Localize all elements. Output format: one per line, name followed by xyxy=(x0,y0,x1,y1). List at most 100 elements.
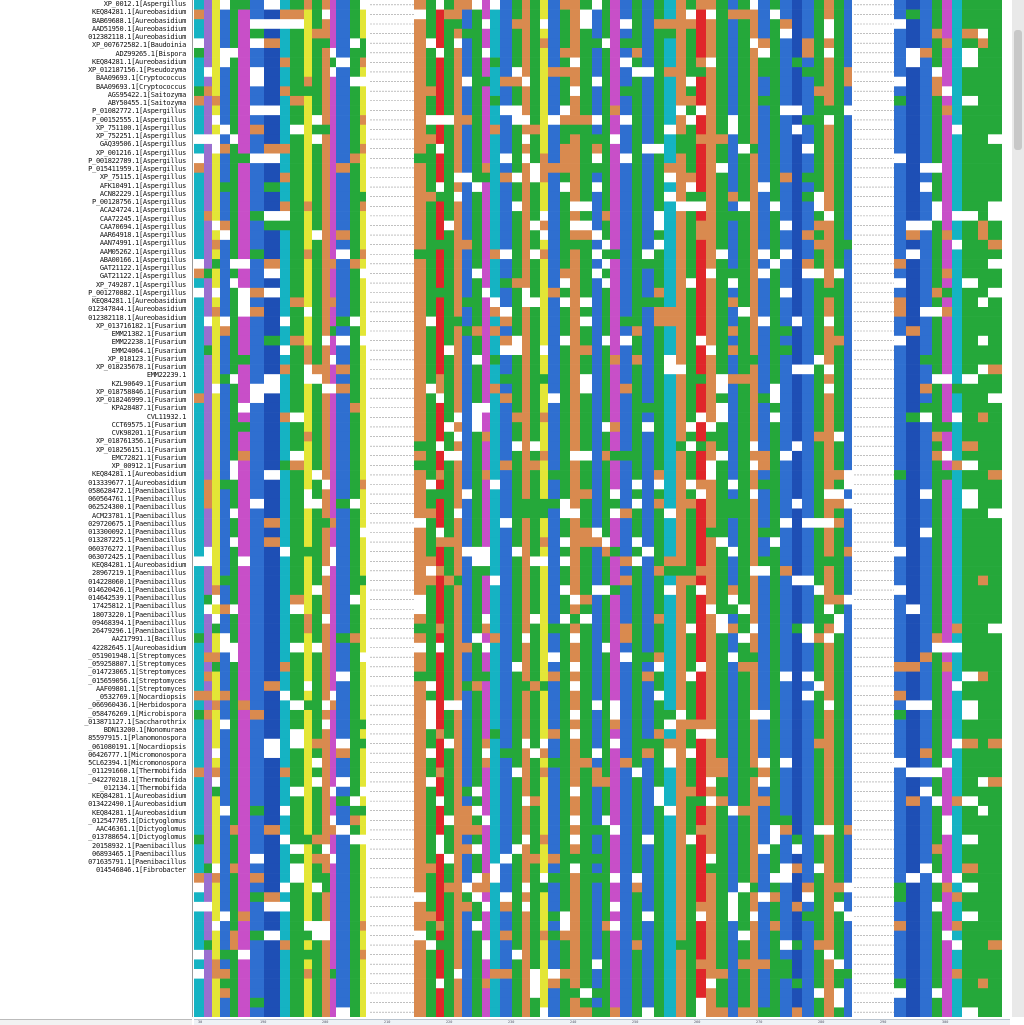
sequence-name[interactable]: GAT21122.1[Aspergillus xyxy=(0,272,190,280)
sequence-name[interactable]: _051901948.1[Streptomyces xyxy=(0,652,190,660)
sequence-name[interactable]: 012382118.1[Aureobasidium xyxy=(0,314,190,322)
sequence-name[interactable]: BAB69688.1[Aureobasidium xyxy=(0,17,190,25)
sequence-name[interactable]: 5CL62394.1[Micromonospora xyxy=(0,759,190,767)
sequence-name[interactable]: 06426777.1[Micromonospora xyxy=(0,751,190,759)
sequence-name[interactable]: ACM23781.1[Paenibacillus xyxy=(0,512,190,520)
sequence-name[interactable]: AAC46361.1[Dictyoglomus xyxy=(0,825,190,833)
sequence-name[interactable]: CAA72245.1[Aspergillus xyxy=(0,215,190,223)
sequence-name[interactable]: _013788654.1[Dictyoglomus xyxy=(0,833,190,841)
sequence-name[interactable]: XP_001216.1[Aspergillus xyxy=(0,149,190,157)
sequence-name[interactable]: EMM22239.1 xyxy=(0,371,190,379)
sequence-name[interactable]: XP_752251.1[Aspergillus xyxy=(0,132,190,140)
sequence-name[interactable]: CVK98201.1[Fusarium xyxy=(0,429,190,437)
sequence-name[interactable]: EMC72821.1[Fusarium xyxy=(0,454,190,462)
sequence-name[interactable]: KEQ84281.1[Aureobasidium xyxy=(0,561,190,569)
sequence-name[interactable]: 013300092.1[Paenibacillus xyxy=(0,528,190,536)
sequence-name[interactable]: AAD51950.1[Aureobasidium xyxy=(0,25,190,33)
sequence-name[interactable]: _0532769.1[Nocardiopsis xyxy=(0,693,190,701)
sequence-name[interactable]: ABA00166.1[Aspergillus xyxy=(0,256,190,264)
sequence-name[interactable]: GAQ39506.1[Aspergillus xyxy=(0,140,190,148)
sequence-name[interactable]: 013339677.1[Aureobasidium xyxy=(0,479,190,487)
sequence-name[interactable]: KEQ84281.1[Aureobasidium xyxy=(0,792,190,800)
sequence-name[interactable]: P_001270882.1[Aspergillus xyxy=(0,289,190,297)
sequence-name[interactable]: AAM05262.1[Aspergillus xyxy=(0,248,190,256)
sequence-name[interactable]: 012347844.1[Aureobasidium xyxy=(0,305,190,313)
sequence-name[interactable]: AAN74991.1[Aspergillus xyxy=(0,239,190,247)
sequence-name[interactable]: BAA09693.1[Cryptococcus xyxy=(0,74,190,82)
sequence-name[interactable]: _042270218.1[Thermobifida xyxy=(0,776,190,784)
sequence-name[interactable]: 014228060.1[Paenibacillus xyxy=(0,578,190,586)
sequence-name[interactable]: BAA09693.1[Cryptococcus xyxy=(0,83,190,91)
sequence-name[interactable]: XP_018246999.1[Fusarium xyxy=(0,396,190,404)
sequence-name[interactable]: XP_00912.1[Fusarium xyxy=(0,462,190,470)
sequence-name[interactable]: EMM21382.1[Fusarium xyxy=(0,330,190,338)
sequence-name[interactable]: 014546846.1[Fibrobacter xyxy=(0,866,190,874)
sequence-name[interactable]: 058628472.1[Paenibacillus xyxy=(0,487,190,495)
sequence-name[interactable]: BDN13200.1[Nonomuraea xyxy=(0,726,190,734)
sequence-name[interactable]: 029720675.1[Paenibacillus xyxy=(0,520,190,528)
sequence-name[interactable]: 062524300.1[Paenibacillus xyxy=(0,503,190,511)
sequence-name[interactable]: P_01082772.1[Aspergillus xyxy=(0,107,190,115)
sequence-name[interactable]: GAT21122.1[Aspergillus xyxy=(0,264,190,272)
sequence-name[interactable]: AGS95422.1[Saitozyma xyxy=(0,91,190,99)
sequence-name[interactable]: XP_018235678.1[Fusarium xyxy=(0,363,190,371)
sequence-name[interactable]: EMM22238.1[Fusarium xyxy=(0,338,190,346)
sequence-name[interactable]: XP_012187156.1[Pseudozyma xyxy=(0,66,190,74)
sequence-name[interactable]: KEQ84281.1[Aureobasidium xyxy=(0,470,190,478)
sequence-name[interactable]: _066960436.1[Herbidospora xyxy=(0,701,190,709)
sequence-name[interactable]: XP_751100.1[Aspergillus xyxy=(0,124,190,132)
sequence-name[interactable]: XP_007672582.1[Baudoinia xyxy=(0,41,190,49)
sequence-name[interactable]: _012134.1[Thermobifida xyxy=(0,784,190,792)
sequence-name[interactable]: KEQ84281.1[Aureobasidium xyxy=(0,809,190,817)
sequence-name[interactable]: KEQ84281.1[Aureobasidium xyxy=(0,8,190,16)
sequence-name[interactable]: _013871127.1[Saccharothrix xyxy=(0,718,190,726)
sequence-name[interactable]: 17425812.1[Paenibacillus xyxy=(0,602,190,610)
sequence-name[interactable]: 85597915.1[Planomonospora xyxy=(0,734,190,742)
sequence-name[interactable]: _059258807.1[Streptomyces xyxy=(0,660,190,668)
sequence-name[interactable]: AAZ17991.1[Bacillus xyxy=(0,635,190,643)
sequence-name[interactable]: _014723065.1[Streptomyces xyxy=(0,668,190,676)
sequence-name[interactable]: ABY50455.1[Saitozyma xyxy=(0,99,190,107)
sequence-name[interactable]: 012382118.1[Aureobasidium xyxy=(0,33,190,41)
sequence-name[interactable]: 09468394.1[Paenibacillus xyxy=(0,619,190,627)
sequence-name[interactable]: KZL90649.1[Fusarium xyxy=(0,380,190,388)
sequence-name[interactable]: XP_013716182.1[Fusarium xyxy=(0,322,190,330)
sequence-name[interactable]: AAR64918.1[Aspergillus xyxy=(0,231,190,239)
sequence-name[interactable]: XP_0012.1[Aspergillus xyxy=(0,0,190,8)
sequence-name[interactable]: AAF09801.1[Streptomyces xyxy=(0,685,190,693)
sequence-name[interactable]: _011291660.1[Thermobifida xyxy=(0,767,190,775)
sequence-name[interactable]: XP_75115.1[Aspergillus xyxy=(0,173,190,181)
sequence-name[interactable]: 26479296.1[Paenibacillus xyxy=(0,627,190,635)
sequence-name[interactable]: _012547705.1[Dictyoglomus xyxy=(0,817,190,825)
sequence-name[interactable]: 18073220.1[Paenibacillus xyxy=(0,611,190,619)
sequence-name[interactable]: AFK10491.1[Aspergillus xyxy=(0,182,190,190)
sequence-name[interactable]: 28967219.1[Paenibacillus xyxy=(0,569,190,577)
sequence-name[interactable]: 013287225.1[Paenibacillus xyxy=(0,536,190,544)
sequence-name[interactable]: CVL11932.1 xyxy=(0,413,190,421)
sequence-name[interactable]: XP_018758846.1[Fusarium xyxy=(0,388,190,396)
sequence-name[interactable]: 071635791.1[Paenibacillus xyxy=(0,858,190,866)
sequence-name[interactable]: ACN82229.1[Aspergillus xyxy=(0,190,190,198)
sequence-name[interactable]: P_001822789.1[Aspergillus xyxy=(0,157,190,165)
sequence-name[interactable]: 013422490.1[Aureobasidium xyxy=(0,800,190,808)
sequence-name[interactable]: XP_018123.1[Fusarium xyxy=(0,355,190,363)
sequence-name[interactable]: P_00152555.1[Aspergillus xyxy=(0,116,190,124)
sequence-name[interactable]: 42282645.1[Aureobasidium xyxy=(0,644,190,652)
sequence-name[interactable]: P_00128756.1[Aspergillus xyxy=(0,198,190,206)
sequence-name[interactable]: ACA24724.1[Aspergillus xyxy=(0,206,190,214)
sequence-name[interactable]: 06893465.1[Paenibacillus xyxy=(0,850,190,858)
sequence-name[interactable]: XP_018761356.1[Fusarium xyxy=(0,437,190,445)
sequence-name[interactable]: _061080191.1[Nocardiopsis xyxy=(0,743,190,751)
sequence-name[interactable]: _015659056.1[Streptomyces xyxy=(0,677,190,685)
sequence-name[interactable]: EMM24064.1[Fusarium xyxy=(0,347,190,355)
sequence-name[interactable]: 20158932.1[Paenibacillus xyxy=(0,842,190,850)
sequence-name[interactable]: 060376272.1[Paenibacillus xyxy=(0,545,190,553)
sequence-name[interactable]: _058476269.1[Microbispora xyxy=(0,710,190,718)
sequence-name[interactable]: 014620426.1[Paenibacillus xyxy=(0,586,190,594)
sequence-name[interactable]: XP_018256151.1[Fusarium xyxy=(0,446,190,454)
sequence-name[interactable]: CAA70694.1[Aspergillus xyxy=(0,223,190,231)
sequence-name[interactable]: CCT69575.1[Fusarium xyxy=(0,421,190,429)
sequence-name[interactable]: XP_749287.1[Aspergillus xyxy=(0,281,190,289)
sequence-name[interactable]: ADZ99265.1[Bispora xyxy=(0,50,190,58)
